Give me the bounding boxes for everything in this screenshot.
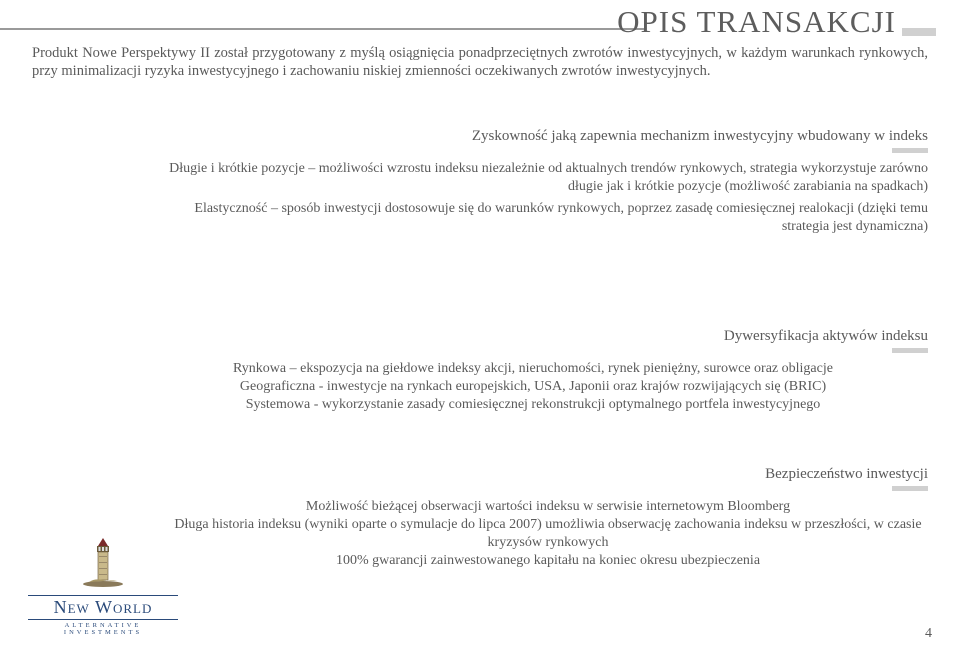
section-text: Geograficzna - inwestycje na rynkach eur… [138, 378, 928, 396]
company-logo: New World ALTERNATIVE INVESTMENTS [28, 534, 178, 636]
title-accent [902, 28, 936, 36]
section-safety: Bezpieczeństwo inwestycji Możliwość bież… [168, 466, 928, 570]
section-text: Rynkowa – ekspozycja na giełdowe indeksy… [138, 360, 928, 378]
section-heading: Dywersyfikacja aktywów indeksu [168, 328, 928, 345]
lighthouse-icon [28, 534, 178, 593]
heading-underline [892, 486, 928, 491]
section-text: Długie i krótkie pozycje – możliwości wz… [168, 160, 928, 196]
section-profitability: Zyskowność jaką zapewnia mechanizm inwes… [168, 128, 928, 236]
section-heading: Bezpieczeństwo inwestycji [168, 466, 928, 483]
section-heading: Zyskowność jaką zapewnia mechanizm inwes… [168, 128, 928, 145]
page-title: OPIS TRANSAKCJI [617, 4, 896, 40]
intro-paragraph: Produkt Nowe Perspektywy II został przyg… [32, 44, 928, 80]
title-row: OPIS TRANSAKCJI [0, 6, 960, 40]
section-text: Możliwość bieżącej obserwacji wartości i… [168, 498, 928, 516]
section-text: Długa historia indeksu (wyniki oparte o … [168, 516, 928, 552]
section-text: 100% gwarancji zainwestowanego kapitału … [168, 552, 928, 570]
section-diversification: Dywersyfikacja aktywów indeksu Rynkowa –… [168, 328, 928, 414]
heading-underline [892, 348, 928, 353]
logo-name: New World [28, 595, 178, 620]
heading-underline [892, 148, 928, 153]
section-text: Systemowa - wykorzystanie zasady comiesi… [138, 396, 928, 414]
logo-subtitle: ALTERNATIVE INVESTMENTS [28, 620, 178, 636]
page-number: 4 [925, 626, 932, 642]
title-rule [0, 28, 645, 30]
section-text: Elastyczność – sposób inwestycji dostoso… [168, 200, 928, 236]
